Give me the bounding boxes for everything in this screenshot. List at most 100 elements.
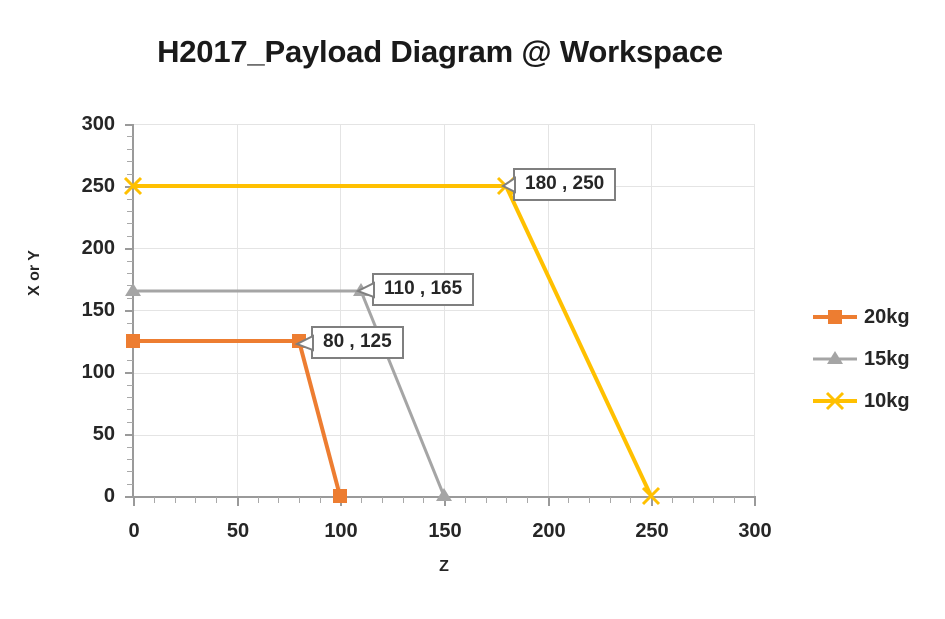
callout-tail-15kg: [355, 281, 375, 299]
x-tick-minor: [216, 497, 217, 503]
y-tick-minor: [127, 149, 133, 150]
y-tick-minor: [127, 471, 133, 472]
y-tick-minor: [127, 211, 133, 212]
x-tick-minor: [423, 497, 424, 503]
y-tick-label: 200: [81, 237, 115, 259]
callout-15kg: 110 , 165: [372, 273, 475, 306]
y-tick-major: [125, 248, 134, 250]
y-tick-minor: [127, 409, 133, 410]
gridline-vertical: [340, 124, 341, 497]
gridline-vertical: [237, 124, 238, 497]
x-tick-minor: [527, 497, 528, 503]
legend-item-15kg: 15kg: [812, 338, 942, 380]
x-tick-label: 50: [226, 520, 250, 542]
y-tick-label: 150: [81, 299, 115, 321]
x-tick-label: 100: [324, 520, 358, 542]
x-tick-minor: [361, 497, 362, 503]
x-tick-major: [340, 497, 342, 506]
y-tick-label: 50: [92, 423, 115, 445]
y-tick-minor: [127, 422, 133, 423]
y-tick-minor: [127, 447, 133, 448]
x-tick-label: 300: [738, 520, 772, 542]
y-tick-minor: [127, 236, 133, 237]
x-axis-title: Z: [439, 558, 449, 575]
legend-label: 15kg: [864, 348, 910, 370]
y-tick-minor: [127, 397, 133, 398]
gridline-vertical: [754, 124, 755, 497]
legend-marker-triangle-icon: [812, 347, 858, 371]
y-tick-minor: [127, 136, 133, 137]
y-tick-label: 100: [81, 361, 115, 383]
x-tick-minor: [610, 497, 611, 503]
legend-label: 10kg: [864, 390, 910, 412]
x-tick-minor: [568, 497, 569, 503]
gridline-vertical: [651, 124, 652, 497]
x-tick-minor: [486, 497, 487, 503]
x-tick-label: 0: [128, 520, 140, 542]
y-tick-label: 250: [81, 175, 115, 197]
x-tick-major: [237, 497, 239, 506]
x-tick-minor: [506, 497, 507, 503]
callout-tail-20kg: [294, 334, 314, 352]
y-tick-minor: [127, 261, 133, 262]
legend-item-20kg: 20kg: [812, 296, 942, 338]
y-tick-major: [125, 434, 134, 436]
x-tick-minor: [195, 497, 196, 503]
chart-title: H2017_Payload Diagram @ Workspace: [157, 34, 723, 69]
y-tick-major: [125, 372, 134, 374]
x-tick-label: 250: [635, 520, 669, 542]
plot-area: [133, 124, 755, 497]
y-tick-minor: [127, 360, 133, 361]
callout-tail-10kg: [501, 176, 516, 194]
y-tick-minor: [127, 347, 133, 348]
x-tick-minor: [299, 497, 300, 503]
x-tick-minor: [713, 497, 714, 503]
legend-label: 20kg: [864, 306, 910, 328]
callout-10kg: 180 , 250: [513, 168, 617, 201]
y-tick-major: [125, 186, 134, 188]
y-tick-minor: [127, 161, 133, 162]
x-tick-minor: [154, 497, 155, 503]
y-tick-minor: [127, 223, 133, 224]
x-tick-minor: [630, 497, 631, 503]
y-tick-major: [125, 496, 134, 498]
callout-20kg: 80 , 125: [311, 326, 404, 359]
x-tick-label: 200: [532, 520, 566, 542]
y-axis-title: X or Y: [26, 250, 43, 296]
x-tick-major: [444, 497, 446, 506]
y-tick-minor: [127, 484, 133, 485]
x-tick-minor: [734, 497, 735, 503]
x-tick-minor: [258, 497, 259, 503]
x-tick-minor: [465, 497, 466, 503]
y-tick-minor: [127, 273, 133, 274]
x-tick-major: [651, 497, 653, 506]
x-tick-minor: [382, 497, 383, 503]
legend-marker-square-icon: [812, 305, 858, 329]
y-tick-major: [125, 124, 134, 126]
x-tick-major: [548, 497, 550, 506]
x-tick-label: 150: [428, 520, 462, 542]
y-tick-minor: [127, 174, 133, 175]
y-tick-label: 0: [103, 485, 115, 507]
legend-marker-x-icon: [812, 389, 858, 413]
x-tick-minor: [693, 497, 694, 503]
y-tick-minor: [127, 335, 133, 336]
x-tick-major: [754, 497, 756, 506]
x-tick-minor: [672, 497, 673, 503]
x-tick-minor: [589, 497, 590, 503]
y-tick-minor: [127, 385, 133, 386]
y-tick-minor: [127, 298, 133, 299]
x-tick-minor: [278, 497, 279, 503]
chart-legend: 20kg 15kg 10kg: [812, 296, 942, 422]
x-tick-major: [133, 497, 135, 506]
y-tick-minor: [127, 459, 133, 460]
x-tick-minor: [175, 497, 176, 503]
y-tick-minor: [127, 199, 133, 200]
y-tick-minor: [127, 323, 133, 324]
y-tick-major: [125, 310, 134, 312]
y-tick-minor: [127, 285, 133, 286]
legend-item-10kg: 10kg: [812, 380, 942, 422]
x-tick-minor: [320, 497, 321, 503]
y-tick-label: 300: [81, 113, 115, 135]
